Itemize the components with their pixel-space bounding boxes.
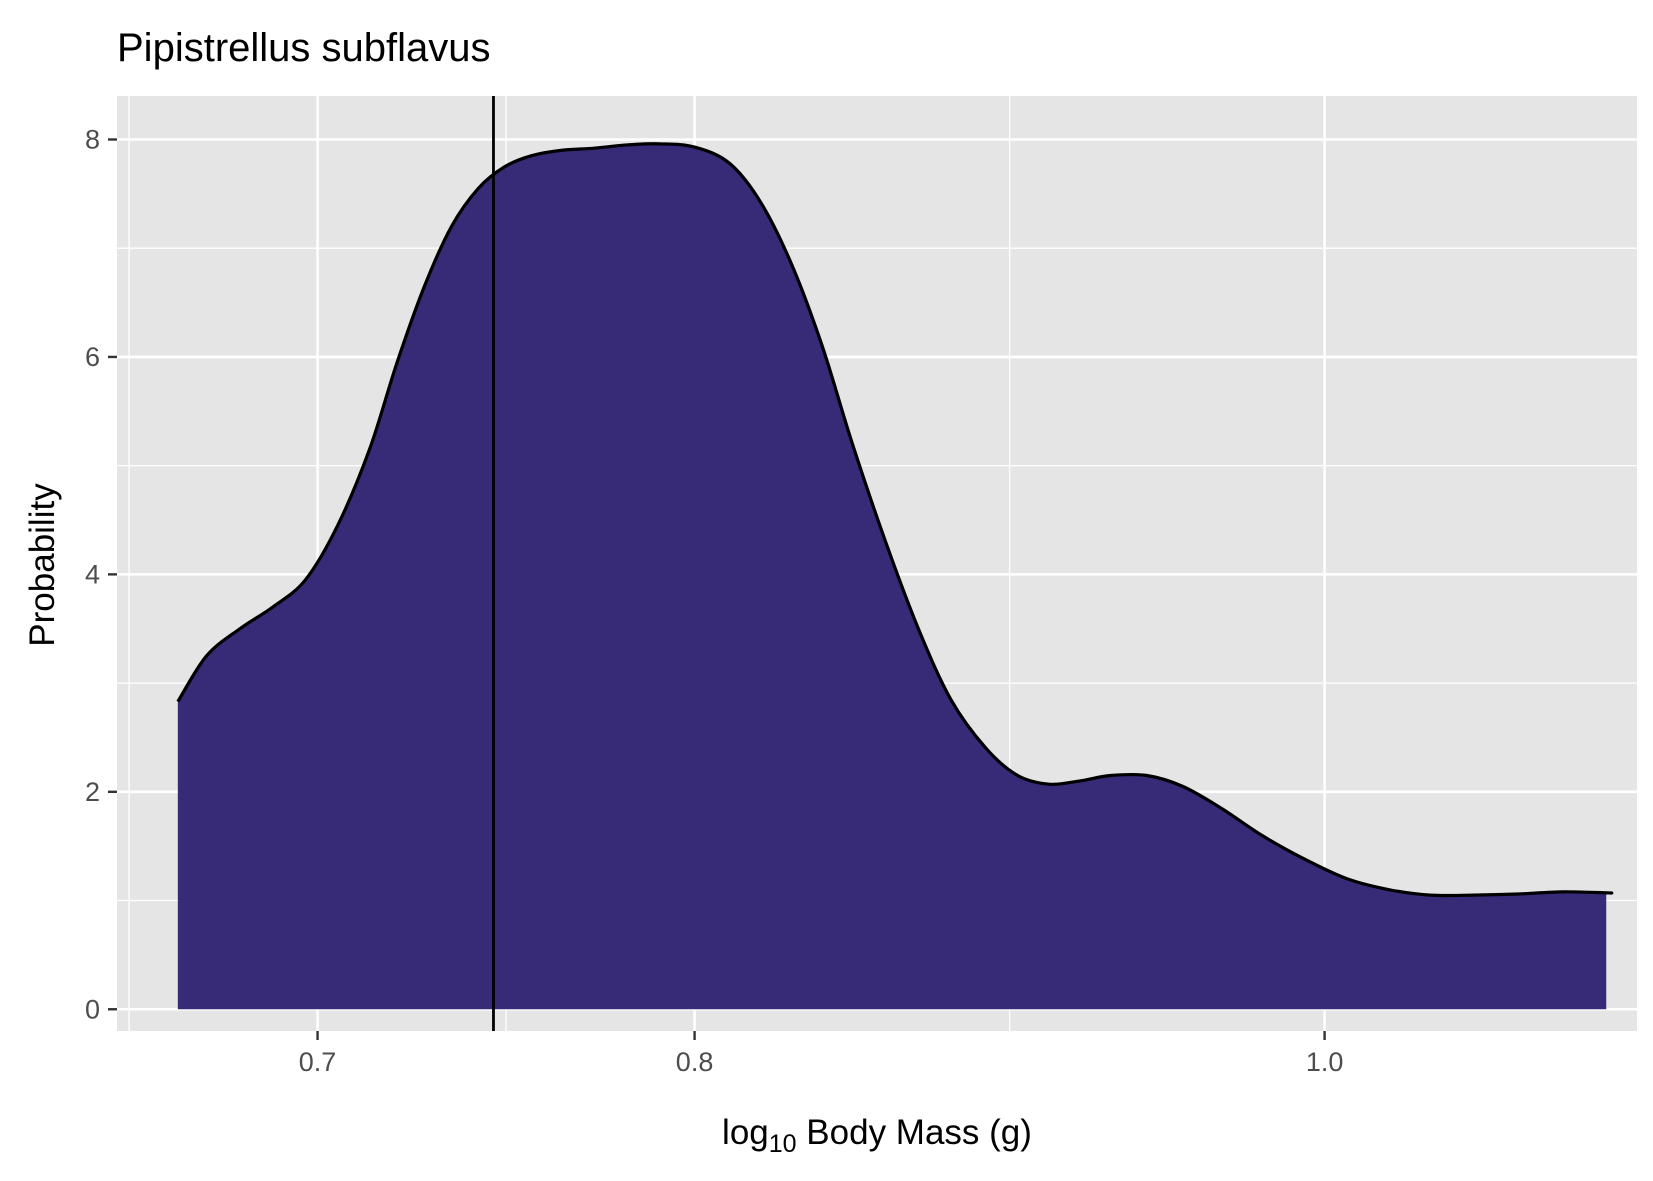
x-axis-title-rest: Body Mass (g)	[797, 1113, 1032, 1152]
x-tick-label: 0.7	[299, 1047, 337, 1077]
y-tick-label: 0	[85, 994, 100, 1024]
x-tick-label: 1.0	[1306, 1047, 1344, 1077]
density-line	[176, 142, 1614, 898]
y-tick-label: 6	[85, 342, 100, 372]
y-tick-label: 2	[85, 777, 100, 807]
x-axis-ticks: 0.7 0.8 1.0	[299, 1031, 1344, 1077]
x-axis-title: log10 Body Mass (g)	[722, 1113, 1032, 1158]
y-axis-title: Probability	[23, 483, 62, 647]
x-axis-title-subscript: 10	[769, 1130, 797, 1158]
chart-title: Pipistrellus subflavus	[117, 26, 491, 70]
x-axis-title-base: log	[722, 1113, 769, 1152]
density-area	[177, 143, 1612, 1010]
y-tick-label: 4	[85, 559, 100, 589]
y-tick-label: 8	[85, 124, 100, 154]
x-tick-label: 0.8	[676, 1047, 714, 1077]
y-axis-ticks: 0 2 4 6 8	[85, 124, 117, 1024]
